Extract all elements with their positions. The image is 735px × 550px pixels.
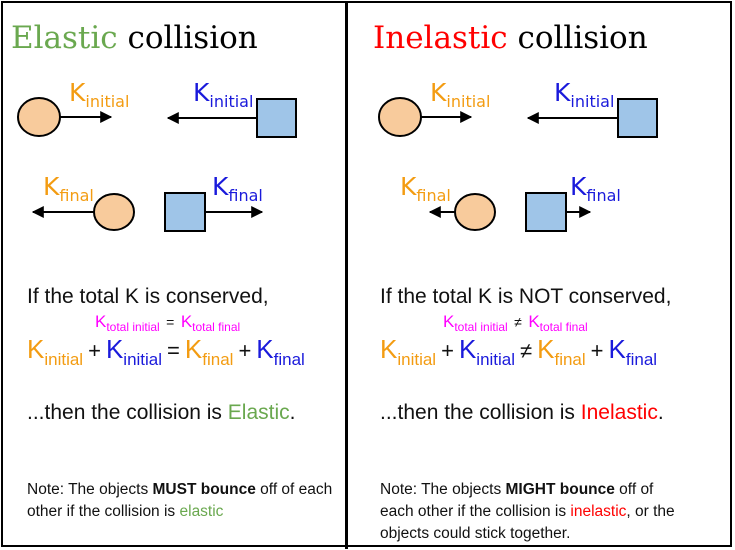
box-k-final-label: Kfinal [570, 172, 621, 205]
total-k-relation: Ktotal initial = Ktotal final [95, 312, 241, 334]
ball-final [454, 193, 496, 231]
note-text: Note: The objects MUST bounce off of eac… [27, 481, 333, 520]
inelastic-scene [378, 97, 658, 232]
title-rest: collision [517, 20, 648, 56]
total-k-relation: Ktotal initial ≠ Ktotal final [443, 312, 588, 334]
result-text: ...then the collision is Inelastic. [380, 401, 664, 424]
ball-k-initial-label: Kinitial [69, 78, 130, 111]
ball-initial [378, 97, 422, 137]
elastic-title: Elastic collision [11, 18, 258, 58]
k-sum-relation: Kinitial + Kinitial = Kfinal + Kfinal [27, 334, 305, 369]
box-k-initial-label: Kinitial [193, 78, 254, 111]
ball-initial [17, 97, 61, 137]
box-k-initial-label: Kinitial [554, 78, 615, 111]
ball-k-initial-label: Kinitial [430, 78, 491, 111]
box-final [525, 192, 567, 232]
panel-divider [345, 1, 348, 549]
elastic-scene [17, 97, 297, 232]
box-final [164, 192, 206, 232]
k-sum-relation: Kinitial + Kinitial ≠ Kfinal + Kfinal [380, 334, 658, 369]
inelastic-panel: Inelastic collision Kinitial Kinitial Kf… [347, 0, 693, 550]
elastic-panel: Elastic collision Kinitial Kinitial Kfin… [0, 0, 346, 550]
box-initial [256, 98, 297, 138]
ball-k-final-label: Kfinal [400, 172, 451, 205]
title-keyword: Inelastic [373, 20, 508, 56]
condition-text: If the total K is conserved, [27, 285, 269, 308]
box-k-final-label: Kfinal [212, 172, 263, 205]
title-rest: collision [127, 20, 258, 56]
result-text: ...then the collision is Elastic. [27, 401, 296, 424]
ball-final [93, 193, 135, 231]
inelastic-title: Inelastic collision [373, 18, 648, 58]
title-keyword: Elastic [11, 20, 118, 56]
ball-k-final-label: Kfinal [43, 172, 94, 205]
condition-text: If the total K is NOT conserved, [380, 285, 672, 308]
note-text: Note: The objects MIGHT bounce off of ea… [380, 481, 675, 542]
box-initial [617, 98, 658, 138]
